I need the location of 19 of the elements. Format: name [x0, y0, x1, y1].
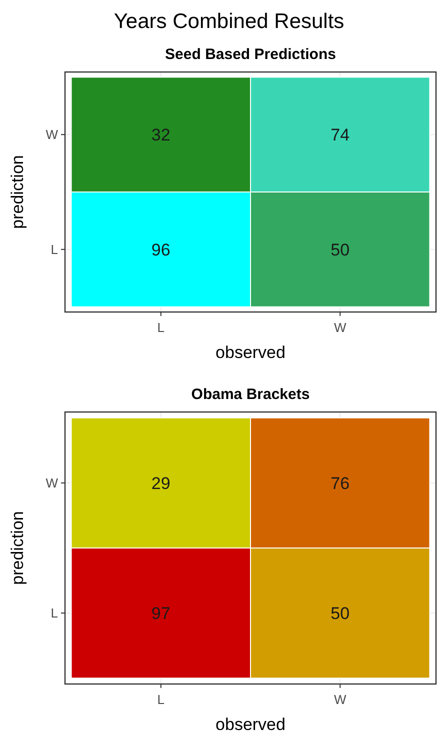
y-tick-label: W	[46, 127, 59, 142]
x-axis-title: observed	[216, 343, 286, 362]
data-label: 32	[151, 126, 170, 145]
data-label: 96	[151, 240, 170, 260]
y-tick-label: L	[50, 242, 58, 257]
data-label: 97	[151, 604, 170, 624]
data-label: 74	[330, 126, 350, 145]
y-tick-label: L	[50, 606, 58, 621]
x-axis-title: observed	[216, 715, 286, 733]
chart-subtitle: Seed Based Predictions	[165, 46, 336, 63]
y-tick-label: W	[46, 475, 59, 490]
data-label: 29	[151, 474, 170, 493]
data-label: 76	[330, 474, 350, 493]
chart-title: Years Combined Results	[114, 10, 344, 33]
chart-title: Obama Brackets	[191, 386, 310, 403]
data-label: 50	[330, 604, 350, 624]
data-label: 50	[330, 240, 350, 260]
y-axis-title: prediction	[8, 155, 27, 229]
y-axis-title: prediction	[8, 511, 27, 585]
